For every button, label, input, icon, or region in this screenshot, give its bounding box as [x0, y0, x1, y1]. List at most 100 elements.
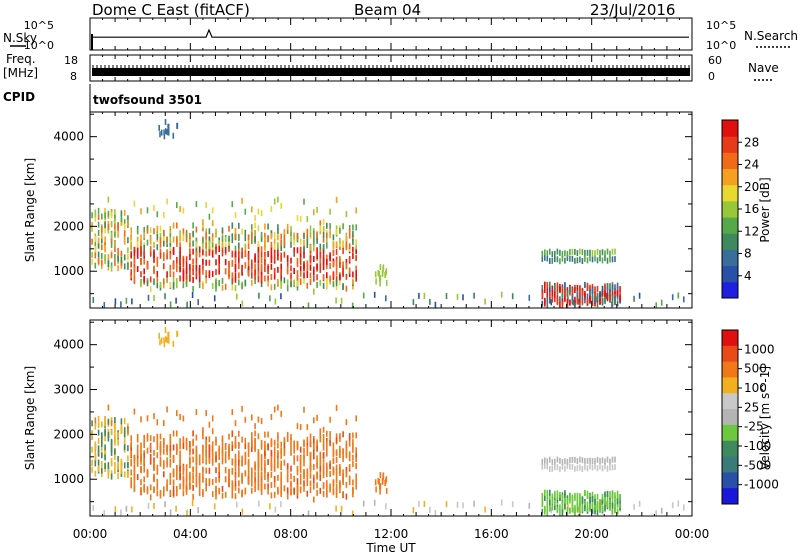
power-cell: [345, 285, 348, 292]
power-cell: [172, 248, 175, 255]
colorbar-tick-label: 24: [744, 158, 759, 172]
velocity-cell: [579, 493, 581, 500]
power-cell: [101, 213, 103, 220]
velocity-cell: [280, 460, 282, 467]
velocity-cell: [322, 462, 325, 469]
velocity-cell: [172, 340, 175, 347]
power-cell: [257, 271, 260, 278]
power-cell: [574, 301, 576, 308]
velocity-cell: [280, 448, 282, 454]
power-cell: [97, 230, 100, 236]
velocity-cell: [335, 484, 338, 491]
power-cell: [599, 255, 601, 262]
velocity-cell: [339, 464, 341, 471]
colorbar-tick-label: -500: [744, 458, 771, 472]
velocity-cell: [277, 486, 279, 493]
power-cell: [123, 209, 126, 216]
velocity-cell: [254, 486, 256, 492]
velocity-cell: [159, 460, 162, 467]
power-cell: [270, 274, 273, 280]
nave-band: [92, 68, 690, 76]
power-cell: [551, 257, 554, 264]
velocity-cell: [156, 433, 159, 440]
velocity-cell: [195, 465, 198, 472]
velocity-cell: [192, 456, 194, 463]
power-cell: [381, 270, 384, 276]
velocity-cell: [101, 452, 103, 459]
velocity-cell: [238, 465, 240, 472]
power-cell: [104, 212, 106, 219]
velocity-cell: [247, 478, 250, 485]
velocity-cell: [211, 479, 214, 485]
velocity-cell: [140, 442, 142, 449]
power-cell: [591, 299, 594, 306]
velocity-cell: [264, 483, 266, 490]
velocity-cell: [345, 470, 348, 477]
velocity-cell: [584, 501, 586, 507]
velocity-cell: [247, 445, 250, 452]
power-cell: [434, 301, 437, 308]
velocity-cell: [205, 467, 207, 474]
velocity-cell: [601, 506, 604, 513]
velocity-cell: [559, 466, 561, 473]
velocity-cell: [120, 423, 123, 430]
power-cell: [594, 290, 596, 297]
power-cell: [541, 255, 544, 262]
power-cell: [169, 233, 172, 240]
velocity-cell: [579, 456, 581, 463]
velocity-cell: [335, 404, 338, 411]
power-cell: [544, 287, 546, 293]
velocity-cell: [633, 503, 635, 510]
power-cell: [322, 274, 325, 281]
power-cell: [329, 223, 331, 230]
power-cell: [149, 286, 152, 293]
velocity-cell: [303, 485, 305, 492]
velocity-cell: [551, 498, 554, 504]
velocity-cell: [159, 449, 162, 456]
colorbar-swatch: [722, 168, 738, 186]
power-cell: [189, 263, 191, 270]
velocity-cell: [574, 456, 576, 463]
power-cell: [182, 257, 185, 264]
velocity-cell: [581, 466, 584, 472]
power-cell: [374, 271, 377, 278]
velocity-cell: [564, 497, 566, 504]
power-cell: [554, 291, 556, 298]
power-cell: [130, 252, 132, 259]
power-cell: [306, 268, 309, 275]
power-cell: [182, 261, 185, 268]
velocity-cell: [299, 473, 302, 480]
power-cell: [273, 251, 276, 258]
power-cell: [277, 278, 279, 285]
velocity-cell: [182, 490, 185, 497]
velocity-cell: [277, 462, 279, 469]
velocity-cell: [114, 454, 116, 460]
velocity-cell: [322, 472, 325, 479]
velocity-cell: [133, 479, 136, 486]
power-cell: [309, 264, 312, 271]
power-cell: [335, 248, 338, 255]
velocity-cell: [546, 509, 549, 516]
velocity-cell: [342, 431, 344, 438]
velocity-cell: [166, 461, 168, 468]
velocity-cell: [189, 441, 191, 447]
range-tick-label: 4000: [53, 130, 84, 144]
date-label: 23/Jul/2016: [590, 1, 675, 19]
velocity-cell: [176, 444, 178, 451]
power-cell: [211, 207, 214, 214]
velocity-cell: [236, 501, 238, 508]
power-cell: [94, 262, 97, 269]
velocity-cell: [319, 451, 322, 458]
colorbar-swatch: [722, 249, 738, 267]
velocity-cell: [205, 439, 207, 446]
power-cell: [163, 212, 165, 219]
power-cell: [267, 275, 269, 282]
power-cell: [614, 284, 616, 291]
velocity-cell: [600, 499, 602, 506]
velocity-cell: [606, 494, 609, 501]
power-cell: [546, 294, 549, 301]
power-cell: [342, 223, 344, 230]
power-cell: [228, 242, 230, 249]
velocity-cell: [611, 502, 614, 509]
power-cell: [270, 263, 273, 270]
